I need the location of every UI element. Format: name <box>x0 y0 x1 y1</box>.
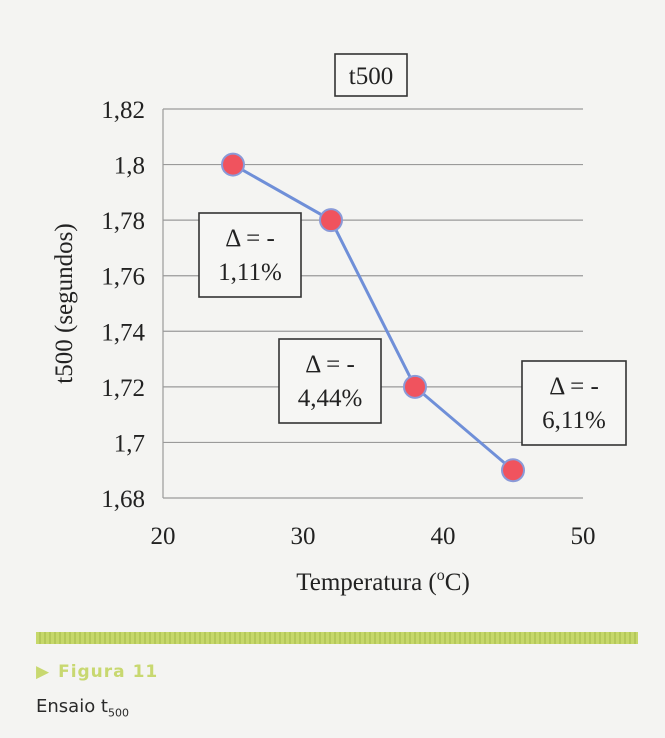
annotation-text: 1,11% <box>218 259 282 286</box>
caption-text: Ensaio t <box>36 696 108 717</box>
figure-caption: Ensaio t500 <box>36 696 129 720</box>
annotation-text: Δ = - <box>305 351 355 378</box>
data-point <box>501 458 525 483</box>
y-tick-label: 1,76 <box>101 264 145 291</box>
y-tick-label: 1,78 <box>101 208 145 235</box>
caption-divider <box>36 632 638 644</box>
y-tick-label: 1,74 <box>101 319 145 346</box>
chart-title: t500 <box>349 63 393 90</box>
y-tick-label: 1,82 <box>101 97 145 124</box>
chart-title-box <box>334 53 408 97</box>
annotation-text: Δ = - <box>549 373 599 400</box>
x-tick-label: 40 <box>431 523 456 550</box>
y-tick-label: 1,7 <box>114 430 145 457</box>
data-point <box>403 374 427 399</box>
data-point <box>221 152 245 177</box>
annotation-box <box>521 360 627 446</box>
y-tick-label: 1,8 <box>114 153 145 180</box>
line-chart: 1,68 1,7 1,72 1,74 1,76 1,78 1,8 1,82 20 30 40 50 Te… <box>51 53 627 596</box>
x-tick-label: 30 <box>291 523 316 550</box>
x-axis-title: Temperatura (oC) <box>296 567 470 596</box>
figure-label-text: Figura 11 <box>58 662 159 682</box>
caption-subscript: 500 <box>107 706 129 720</box>
annotation-box <box>278 338 382 424</box>
triangle-arrow-icon: ▶ <box>36 662 51 682</box>
annotation-box <box>198 212 302 298</box>
annotation-text: 4,44% <box>298 385 363 412</box>
figure-label: ▶ Figura 11 <box>36 662 158 682</box>
y-axis-title: t500 (segundos) <box>51 223 78 383</box>
x-tick-label: 50 <box>571 523 596 550</box>
x-tick-label: 20 <box>151 523 176 550</box>
y-tick-label: 1,72 <box>101 375 145 402</box>
series-line <box>232 163 514 472</box>
annotation-text: 6,11% <box>542 407 606 434</box>
annotation-text: Δ = - <box>225 225 275 252</box>
data-point <box>319 208 343 233</box>
y-tick-label: 1,68 <box>101 486 145 513</box>
